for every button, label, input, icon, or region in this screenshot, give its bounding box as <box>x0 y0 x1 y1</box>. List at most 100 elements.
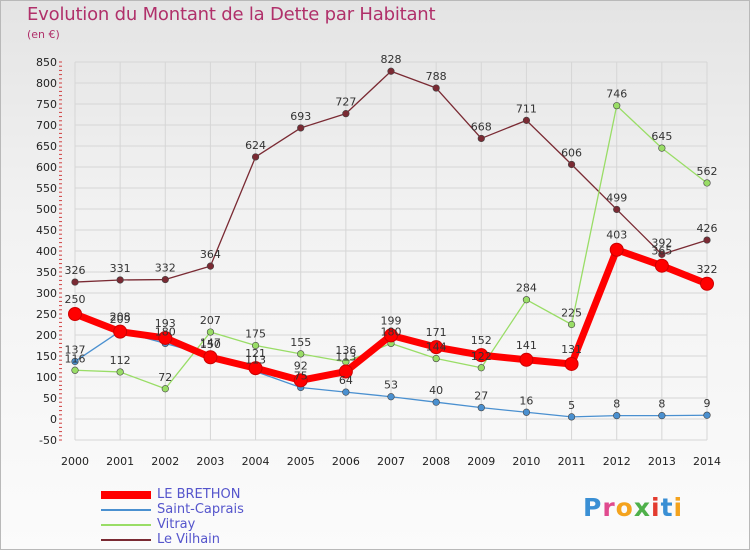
data-label: 155 <box>290 336 311 349</box>
data-point <box>342 388 350 396</box>
data-label: 116 <box>65 352 86 365</box>
data-point <box>564 356 579 371</box>
data-label: 75 <box>294 370 308 383</box>
logo-letter: r <box>602 493 616 522</box>
data-label: 53 <box>384 379 398 392</box>
y-tick-label: 100 <box>36 371 57 384</box>
data-point <box>203 350 218 365</box>
data-point <box>609 242 624 257</box>
data-point <box>293 373 308 388</box>
data-point <box>297 124 305 132</box>
data-label: 180 <box>155 325 176 338</box>
x-tick-label: 2011 <box>558 455 586 468</box>
data-point <box>477 134 485 143</box>
data-label: 72 <box>158 371 172 384</box>
data-point <box>658 144 666 152</box>
data-point <box>161 275 169 284</box>
legend-swatch <box>101 508 151 511</box>
y-tick-label: 700 <box>36 119 57 132</box>
y-tick-label: 400 <box>36 245 57 258</box>
data-label: 121 <box>245 347 266 360</box>
data-point <box>567 413 576 421</box>
x-tick-label: 2004 <box>242 455 270 468</box>
data-point <box>703 179 711 187</box>
data-label: 208 <box>110 311 131 324</box>
data-point <box>297 350 305 358</box>
data-label: 332 <box>155 262 176 275</box>
data-point <box>474 348 489 363</box>
legend-swatch <box>101 490 151 499</box>
logo-letter: i <box>651 493 661 522</box>
data-point <box>206 262 215 270</box>
legend: LE BRETHON Saint-Caprais Vitray Le Vilhain <box>101 487 244 547</box>
x-tick-label: 2007 <box>377 455 405 468</box>
data-label: 828 <box>381 53 402 66</box>
y-tick-label: 450 <box>36 224 57 237</box>
data-point <box>429 340 444 355</box>
data-point <box>68 307 82 321</box>
data-point <box>116 276 124 284</box>
data-label: 9 <box>704 397 711 410</box>
x-tick-label: 2010 <box>512 455 540 468</box>
data-point <box>251 153 260 161</box>
data-label: 562 <box>697 165 718 178</box>
data-label: 645 <box>651 130 672 143</box>
data-label: 284 <box>516 282 537 295</box>
data-label: 199 <box>381 314 402 327</box>
legend-label: Vitray <box>157 517 196 532</box>
data-label: 113 <box>335 351 356 364</box>
data-label: 193 <box>155 317 176 330</box>
y-tick-label: -50 <box>39 434 57 447</box>
data-labels: 326 331 332 364 624 693 727 828 788 668 711 606 499 3… <box>65 53 718 412</box>
data-point <box>522 116 531 124</box>
proxiti-logo: Proxiti <box>583 493 683 522</box>
y-tick-label: 150 <box>36 350 57 363</box>
data-point <box>206 328 215 336</box>
data-label: 152 <box>471 334 492 347</box>
x-tick-label: 2009 <box>467 455 495 468</box>
data-point <box>113 324 128 339</box>
data-label: 364 <box>200 248 221 261</box>
x-tick-label: 2008 <box>422 455 450 468</box>
data-label: 788 <box>426 70 447 83</box>
data-label: 171 <box>426 326 447 339</box>
data-label: 331 <box>110 262 131 275</box>
data-label: 136 <box>335 344 356 357</box>
data-point <box>658 250 666 258</box>
logo-letter: x <box>633 493 651 522</box>
x-tick-label: 2005 <box>287 455 315 468</box>
data-point <box>519 352 534 367</box>
data-label: 209 <box>110 313 131 326</box>
data-label: 746 <box>606 88 627 101</box>
data-label: 131 <box>561 343 582 356</box>
data-point <box>477 364 485 372</box>
data-point <box>248 361 263 376</box>
logo-letter: i <box>673 493 684 522</box>
legend-item: LE BRETHON <box>101 487 244 502</box>
data-label: 693 <box>290 110 311 123</box>
data-label: 175 <box>245 328 266 341</box>
data-label: 365 <box>651 245 672 258</box>
data-point <box>71 366 79 374</box>
y-tick-label: 300 <box>36 287 57 300</box>
data-label: 150 <box>200 338 221 351</box>
data-label: 207 <box>200 314 221 327</box>
logo-letter: P <box>583 493 603 522</box>
data-label: 322 <box>697 263 718 276</box>
data-point <box>703 411 711 419</box>
data-label: 137 <box>65 343 86 356</box>
data-point <box>251 341 260 350</box>
data-label: 8 <box>658 398 665 411</box>
data-point <box>658 412 666 420</box>
y-tick-label: 250 <box>36 308 57 321</box>
data-point <box>613 102 621 110</box>
data-label: 122 <box>471 350 492 363</box>
data-point <box>432 354 440 363</box>
y-tick-label: 650 <box>36 140 57 153</box>
data-point <box>654 258 669 273</box>
data-point <box>71 357 79 366</box>
x-tick-label: 2001 <box>106 455 134 468</box>
data-point <box>700 276 714 291</box>
y-tick-label: 50 <box>43 392 57 405</box>
